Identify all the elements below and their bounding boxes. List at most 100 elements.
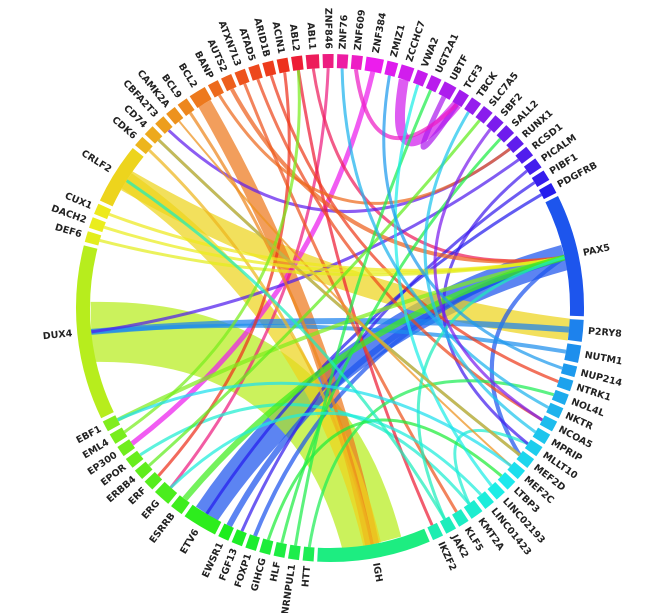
node-arc bbox=[487, 482, 505, 500]
node-arc bbox=[89, 217, 106, 233]
chord bbox=[442, 169, 529, 445]
node-arc bbox=[231, 529, 247, 547]
node-arc bbox=[531, 170, 550, 187]
chords bbox=[90, 67, 571, 553]
node-arc bbox=[507, 461, 526, 480]
node-arc bbox=[515, 146, 534, 164]
node-arc bbox=[171, 495, 190, 515]
node-label: DUX4 bbox=[42, 328, 73, 342]
node-arc bbox=[336, 54, 349, 69]
node-arc bbox=[317, 528, 430, 562]
node-arc bbox=[259, 538, 274, 555]
node-arc bbox=[305, 54, 320, 70]
node-arc bbox=[166, 106, 184, 125]
node-arc bbox=[427, 522, 444, 541]
chord bbox=[230, 88, 565, 264]
chord bbox=[340, 68, 550, 409]
node-arc bbox=[99, 147, 144, 207]
chord bbox=[395, 78, 461, 147]
node-label: ZNF76 bbox=[338, 14, 351, 49]
node-label: ZNF609 bbox=[353, 9, 368, 51]
node-arc bbox=[273, 542, 287, 558]
node-arc bbox=[425, 75, 442, 93]
node-arc bbox=[524, 439, 543, 457]
chord bbox=[393, 84, 493, 487]
node-arc bbox=[144, 472, 163, 490]
chord bbox=[123, 70, 301, 434]
node-arc bbox=[291, 55, 304, 71]
node-label: PAX5 bbox=[582, 242, 611, 259]
chord bbox=[117, 381, 512, 467]
node-arc bbox=[135, 136, 153, 155]
node-arc bbox=[144, 126, 163, 144]
node-arc bbox=[516, 450, 535, 468]
chord bbox=[125, 179, 446, 520]
node-label: CRLF2 bbox=[79, 148, 113, 175]
node-arc bbox=[412, 69, 429, 87]
node-arc bbox=[476, 491, 494, 509]
node-arc bbox=[567, 319, 584, 342]
node-label: ACIN1 bbox=[270, 21, 287, 55]
node-label: IGH bbox=[370, 562, 384, 583]
node-arc bbox=[464, 97, 482, 116]
node-arc bbox=[155, 116, 173, 134]
node-arc bbox=[497, 472, 516, 490]
node-arc bbox=[221, 74, 237, 92]
node-label: ABL2 bbox=[287, 24, 301, 52]
chord bbox=[453, 428, 529, 505]
node-arc bbox=[564, 343, 582, 363]
node-arc bbox=[523, 158, 542, 176]
node-arc bbox=[364, 56, 384, 74]
node-arc bbox=[276, 57, 290, 74]
node-arc bbox=[102, 415, 121, 432]
node-arc bbox=[384, 60, 399, 77]
node-arc bbox=[84, 231, 102, 246]
node-arc bbox=[506, 135, 524, 153]
node-arc bbox=[117, 439, 136, 457]
node-arc bbox=[245, 534, 260, 551]
node-arc bbox=[539, 415, 558, 432]
node-arc bbox=[486, 115, 504, 133]
node-arc bbox=[463, 499, 483, 519]
chord bbox=[433, 128, 544, 422]
arcs bbox=[75, 54, 584, 562]
node-arc bbox=[350, 54, 363, 71]
node-arc bbox=[452, 509, 469, 527]
node-arc bbox=[496, 125, 515, 143]
node-arc bbox=[452, 89, 469, 108]
node-arc bbox=[302, 546, 315, 562]
node-label: P2RY8 bbox=[587, 326, 622, 340]
node-arc bbox=[248, 64, 263, 81]
node-label: HLF bbox=[268, 561, 283, 583]
chord bbox=[169, 411, 482, 496]
node-arc bbox=[109, 427, 128, 444]
node-label: HTT bbox=[300, 565, 313, 588]
node-arc bbox=[532, 427, 551, 445]
node-arc bbox=[439, 516, 457, 534]
node-arc bbox=[556, 376, 574, 392]
node-arc bbox=[189, 87, 212, 108]
chord bbox=[121, 171, 571, 341]
node-arc bbox=[94, 203, 112, 220]
node-arc bbox=[287, 544, 301, 561]
chord bbox=[353, 69, 459, 141]
node-arc bbox=[262, 60, 277, 77]
chord bbox=[178, 120, 512, 467]
node-arc bbox=[560, 363, 578, 378]
node-label: ZNF846 bbox=[322, 8, 333, 50]
node-label: GIHCG bbox=[249, 557, 268, 593]
node-label: NUTM1 bbox=[584, 350, 624, 368]
chord bbox=[148, 119, 481, 467]
chord bbox=[416, 256, 566, 520]
node-arc bbox=[234, 68, 250, 86]
node-label: ZMIZ1 bbox=[389, 23, 408, 58]
node-arc bbox=[551, 389, 569, 405]
node-arc bbox=[397, 64, 415, 82]
node-arc bbox=[154, 481, 178, 504]
node-arc bbox=[134, 461, 153, 479]
chord bbox=[169, 67, 330, 489]
node-arc bbox=[218, 523, 234, 541]
node-arc bbox=[545, 196, 584, 317]
node-arc bbox=[207, 80, 224, 98]
node-arc bbox=[475, 105, 493, 124]
